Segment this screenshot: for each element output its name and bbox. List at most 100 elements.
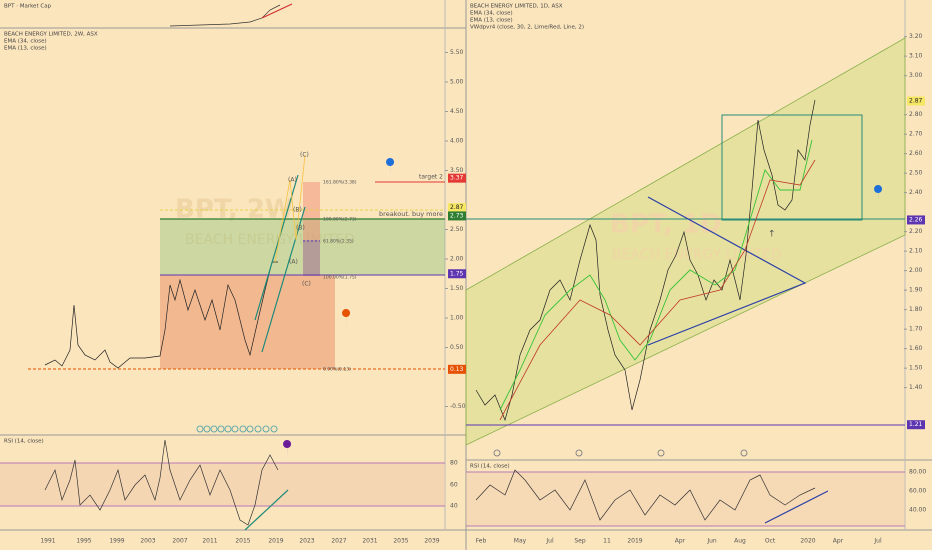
- indicator-label: EMA (34, close): [470, 11, 513, 17]
- x-tick-label: Aug: [734, 538, 746, 545]
- event-icon: [575, 449, 583, 457]
- annotation: target 2: [419, 174, 443, 181]
- y-tick-label: 2.00: [909, 267, 923, 274]
- price-marker: [907, 420, 925, 430]
- rsi-tick-label: 80: [450, 460, 458, 467]
- ema-line: [499, 159, 816, 421]
- y-tick-label: 1.50: [909, 365, 923, 372]
- box: [721, 114, 863, 221]
- x-tick-label: 2039: [424, 538, 439, 545]
- x-tick-label: May: [514, 538, 527, 545]
- x-tick-label: 2031: [362, 538, 377, 545]
- trend-line: [244, 489, 289, 531]
- x-tick-label: 2035: [393, 538, 408, 545]
- panel-title: BEACH ENERGY LIMITED, 1D, ASX: [470, 4, 563, 10]
- y-tick-label: 2.50: [450, 226, 464, 233]
- wave-label: (A): [289, 259, 298, 266]
- wave-label: (C): [300, 152, 309, 159]
- zone: [303, 182, 320, 276]
- x-tick-label: 2023: [299, 538, 314, 545]
- x-tick-label: Jun: [706, 538, 717, 545]
- x-tick-label: 1999: [109, 538, 124, 545]
- marker-icon: [342, 309, 351, 327]
- marker-icon: [874, 185, 883, 203]
- price-line: [475, 99, 816, 422]
- price-marker: [448, 203, 466, 213]
- price-marker: [448, 211, 466, 221]
- x-tick-label: Oct: [765, 538, 776, 545]
- ema-line: [499, 139, 813, 411]
- rsi-band: [466, 472, 905, 526]
- x-tick-label: Sep: [574, 538, 586, 545]
- x-tick-label: 2015: [235, 538, 250, 545]
- x-tick-label: 2003: [140, 538, 155, 545]
- y-tick-label: 4.50: [450, 108, 464, 115]
- y-tick-label: 1.60: [909, 345, 923, 352]
- price-marker: [448, 173, 466, 183]
- y-tick-label: 1.80: [909, 306, 923, 313]
- indicator-label: VWdpvr4 (close, 30, 2, Lime/Red, Line, 2…: [470, 25, 584, 31]
- y-tick-label: 5.00: [450, 79, 464, 86]
- marker-icon: [283, 440, 292, 458]
- event-icon: [740, 449, 748, 457]
- fib-label: 61.80%(2.35): [323, 239, 354, 245]
- price-marker-label: 2.87: [450, 204, 464, 211]
- wave-path: [274, 154, 306, 263]
- wave-label: (B): [293, 207, 302, 214]
- rsi-tick-label: 80.00: [909, 469, 926, 476]
- y-tick-label: 3.10: [909, 53, 923, 60]
- price-marker-label: 0.13: [450, 366, 464, 373]
- rsi-tick-label: 60: [450, 482, 458, 489]
- fib-label: 0.00%(0.13): [323, 367, 351, 373]
- y-tick-label: 0.50: [450, 344, 464, 351]
- watermark: BEACH ENERGY LIMITED: [612, 247, 782, 263]
- x-tick-label: 1995: [76, 538, 91, 545]
- channel-line: [254, 174, 299, 321]
- wave-label: (C): [302, 281, 311, 288]
- y-tick-label: 2.60: [909, 150, 923, 157]
- x-tick-label: 11: [603, 538, 611, 545]
- annotation: breakout. buy more: [379, 210, 443, 218]
- price-marker-label: 2.87: [909, 98, 923, 105]
- panel-title: BEACH ENERGY LIMITED, 2W, ASX: [4, 32, 98, 38]
- price-marker: [907, 215, 925, 225]
- price-marker-label: 1.75: [450, 270, 464, 277]
- indicator-label: EMA (13, close): [4, 46, 47, 52]
- price-marker: [448, 364, 466, 374]
- rsi-tick-label: 60.00: [909, 488, 926, 495]
- y-tick-label: 1.40: [909, 384, 923, 391]
- event-icon: [657, 449, 665, 457]
- x-tick-label: Apr: [833, 538, 844, 545]
- zone: [303, 240, 320, 276]
- y-tick-label: -0.50: [450, 403, 466, 410]
- trend-line: [261, 3, 293, 19]
- y-tick-label: 1.00: [450, 315, 464, 322]
- x-tick-label: 2019: [268, 538, 283, 545]
- channel-line: [261, 206, 306, 353]
- watermark: BPT, 1D: [610, 210, 722, 240]
- y-tick-label: 2.00: [450, 256, 464, 263]
- rsi-line: [475, 469, 816, 521]
- y-tick-label: 2.20: [909, 228, 923, 235]
- fib-label: 100.00%(1.75): [323, 275, 357, 281]
- price-line: [44, 261, 278, 369]
- zone: [160, 219, 445, 275]
- x-tick-label: 2020: [800, 538, 815, 545]
- rsi-tick-label: 40.00: [909, 507, 926, 514]
- x-tick-label: 2011: [202, 538, 217, 545]
- trend-line: [764, 490, 829, 524]
- y-tick-label: 1.90: [909, 287, 923, 294]
- x-tick-label: 2027: [331, 538, 346, 545]
- rsi-line: [44, 439, 279, 526]
- y-tick-label: 3.20: [909, 33, 923, 40]
- price-marker-label: 3.37: [450, 175, 464, 182]
- rsi-tick-label: 40: [450, 503, 458, 510]
- price-marker-label: 1.21: [909, 421, 923, 428]
- fib-label: 100.00%(2.73): [323, 217, 357, 223]
- y-tick-label: 1.70: [909, 326, 923, 333]
- triangle: [647, 196, 807, 346]
- x-tick-label: 2007: [172, 538, 187, 545]
- y-tick-label: 4.00: [450, 138, 464, 145]
- indicator-label: EMA (34, close): [4, 39, 47, 45]
